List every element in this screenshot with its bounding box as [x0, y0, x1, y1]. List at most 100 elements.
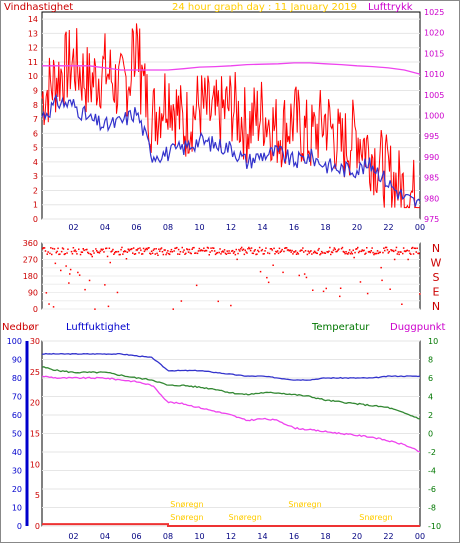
wind-tick-label: 3: [33, 172, 38, 181]
direction-point: [240, 246, 243, 249]
direction-point: [105, 247, 107, 250]
direction-point: [245, 251, 247, 253]
wind-tick-label: 4: [33, 158, 38, 167]
direction-point: [244, 249, 246, 251]
direction-point: [391, 249, 393, 252]
humidity-tick-label: 20: [30, 399, 40, 408]
direction-point: [160, 247, 163, 249]
direction-point: [335, 250, 337, 253]
direction-point: [62, 248, 65, 250]
direction-point: [52, 306, 55, 308]
direction-point: [307, 250, 309, 252]
pressure-tick-label: 980: [424, 194, 439, 203]
direction-point: [81, 251, 84, 253]
rain-tick-label: 70: [12, 393, 22, 402]
direction-point: [153, 248, 156, 250]
direction-point: [105, 247, 108, 249]
direction-point: [200, 249, 202, 251]
direction-point: [43, 247, 46, 249]
direction-point: [339, 287, 342, 289]
humidity-tick-label: 15: [30, 430, 40, 439]
direction-point: [214, 253, 217, 256]
direction-point: [51, 253, 53, 256]
direction-point: [154, 253, 156, 255]
direction-point: [357, 246, 359, 249]
direction-point: [213, 250, 216, 252]
direction-point: [327, 251, 329, 254]
direction-point: [114, 252, 116, 254]
direction-point: [288, 250, 291, 252]
direction-point: [320, 252, 322, 255]
weather-annotation: Snøregn: [359, 513, 392, 522]
direction-point: [167, 250, 169, 252]
direction-point: [218, 251, 220, 254]
direction-point: [322, 290, 325, 293]
direction-point: [226, 250, 228, 252]
direction-point: [155, 248, 157, 250]
direction-point: [246, 252, 248, 254]
direction-point: [265, 247, 267, 249]
direction-point: [299, 250, 301, 252]
direction-point: [210, 247, 212, 249]
direction-point: [108, 247, 111, 249]
direction-point: [363, 249, 365, 252]
direction-point: [348, 249, 351, 251]
direction-point: [341, 246, 344, 249]
direction-point: [87, 252, 90, 255]
rain-tick-label: 40: [12, 448, 22, 457]
direction-point: [297, 253, 300, 255]
direction-point: [229, 252, 231, 254]
direction-point: [402, 247, 405, 249]
direction-point: [176, 246, 178, 249]
direction-point: [82, 248, 84, 250]
direction-point: [358, 250, 361, 253]
direction-point: [162, 253, 165, 256]
direction-point: [179, 251, 182, 253]
direction-point: [198, 247, 201, 250]
direction-point: [117, 250, 120, 253]
direction-point: [312, 252, 315, 254]
direction-point: [96, 250, 98, 252]
direction-point: [138, 252, 140, 254]
x-tick-label: 18: [320, 532, 330, 541]
direction-point: [101, 249, 103, 251]
direction-point: [378, 251, 381, 254]
direction-point: [130, 248, 132, 251]
wind-tick-label: 12: [28, 44, 38, 53]
direction-point: [205, 249, 208, 252]
direction-point: [107, 305, 110, 308]
chart-main-title: 24 hour graph day : 11 January 2019: [172, 2, 357, 13]
direction-point: [237, 252, 239, 255]
direction-point: [78, 248, 80, 250]
average-wind-line: [41, 93, 421, 207]
wind-tick-label: 5: [33, 144, 38, 153]
direction-point: [195, 252, 197, 254]
direction-point: [249, 249, 252, 252]
direction-point: [275, 250, 277, 253]
wind-tick-label: 11: [28, 58, 38, 67]
direction-point: [390, 249, 392, 251]
direction-point: [251, 252, 254, 254]
direction-point: [285, 247, 288, 249]
rain-tick-label: 20: [12, 485, 22, 494]
direction-point: [51, 247, 54, 250]
direction-point: [119, 253, 121, 256]
direction-point: [334, 248, 336, 251]
direction-point: [178, 253, 181, 255]
direction-point: [411, 247, 413, 250]
direction-point: [207, 247, 210, 249]
direction-point: [76, 253, 78, 255]
direction-point: [202, 249, 204, 252]
direction-point: [46, 253, 48, 255]
direction-point: [98, 252, 101, 254]
pressure-tick-label: 1000: [424, 112, 444, 121]
pressure-tick-label: 1015: [424, 49, 444, 58]
direction-point: [328, 250, 330, 252]
direction-point: [146, 248, 148, 251]
direction-point: [329, 246, 331, 249]
direction-point: [385, 246, 388, 249]
direction-point: [182, 251, 184, 253]
pressure-tick-label: 975: [424, 215, 439, 224]
direction-point: [393, 258, 396, 261]
direction-point: [369, 251, 372, 254]
